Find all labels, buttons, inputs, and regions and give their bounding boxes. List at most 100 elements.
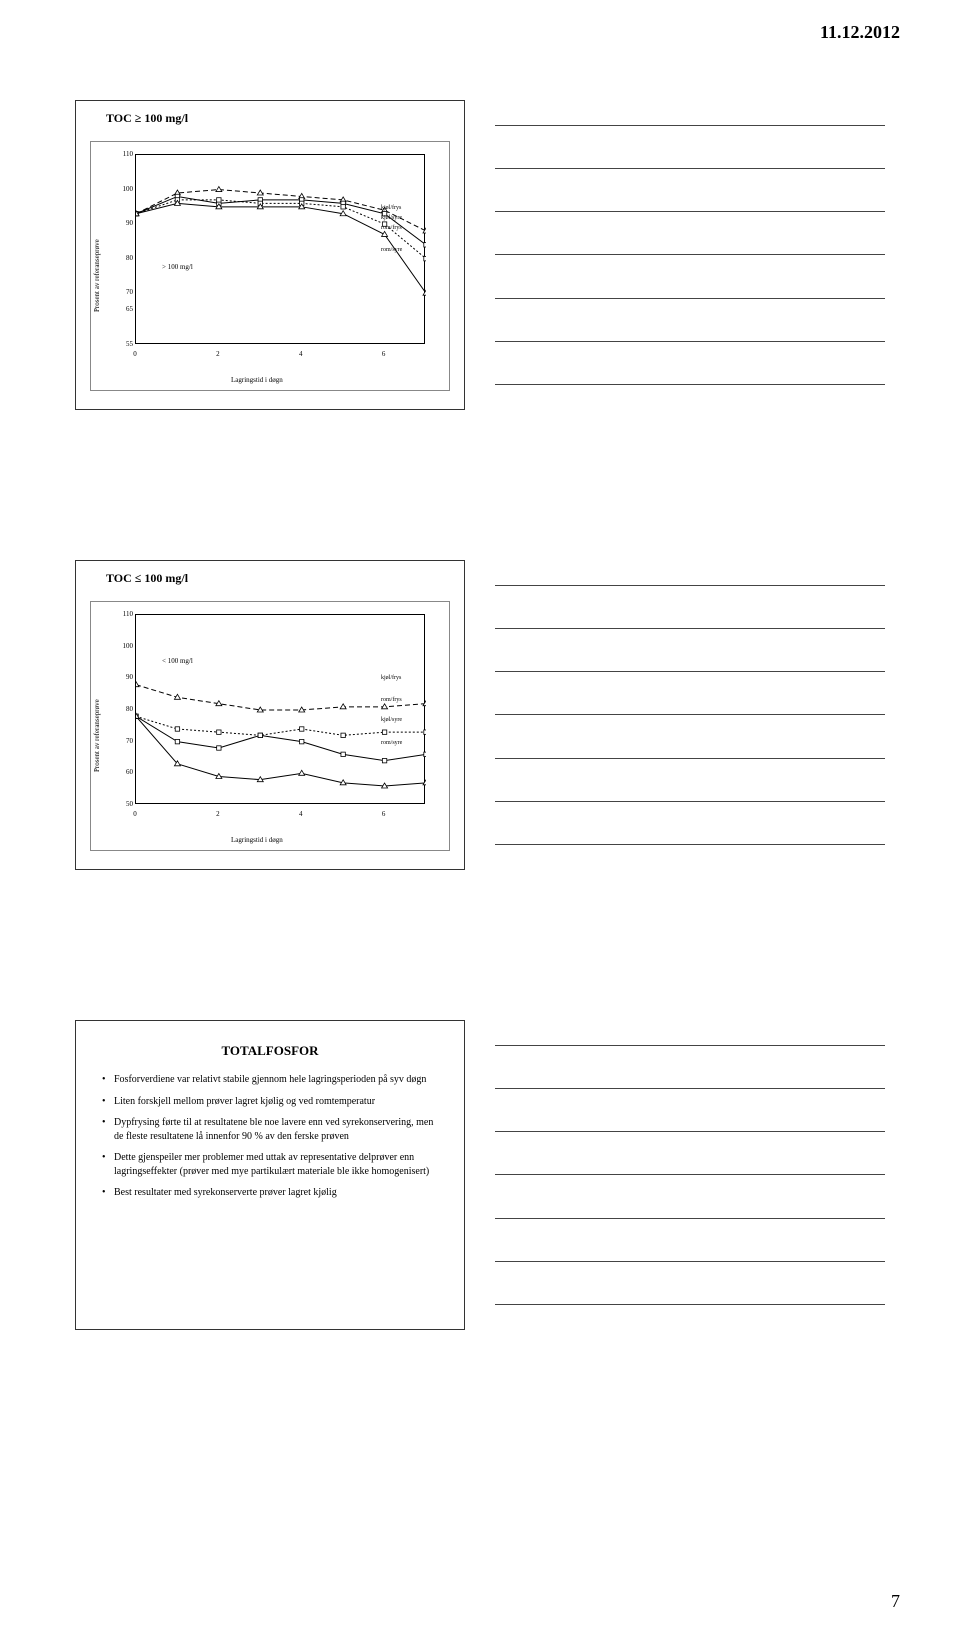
x-tick-label: 6 — [379, 350, 389, 358]
bullet-item: Fosforverdiene var relativt stabile gjen… — [102, 1073, 438, 1087]
slide-3-title: TOTALFOSFOR — [94, 1043, 446, 1059]
note-line — [495, 801, 885, 802]
note-line — [495, 628, 885, 629]
x-tick-label: 4 — [296, 350, 306, 358]
note-line — [495, 298, 885, 299]
y-tick-label: 110 — [115, 610, 133, 618]
chart-2-inset: < 100 mg/l — [162, 657, 193, 665]
note-line — [495, 844, 885, 845]
note-line — [495, 341, 885, 342]
series-label: kjøl/frys — [381, 675, 401, 681]
notes-2 — [495, 560, 885, 870]
series-marker — [341, 733, 345, 737]
series-label: kjøl/syre — [381, 717, 402, 723]
series-marker — [340, 704, 346, 709]
slide-2: TOC ≤ 100 mg/l Prosent av referanseprøve… — [75, 560, 465, 870]
series-marker — [217, 746, 221, 750]
y-tick-label: 80 — [115, 254, 133, 262]
y-tick-label: 65 — [115, 305, 133, 313]
series-label: rom/syre — [381, 247, 402, 253]
note-line — [495, 125, 885, 126]
series-marker — [424, 256, 426, 260]
series-marker — [216, 187, 222, 192]
series-marker — [382, 704, 388, 709]
note-line — [495, 1304, 885, 1305]
slide-3-bullets: Fosforverdiene var relativt stabile gjen… — [94, 1073, 446, 1200]
series-marker — [424, 730, 426, 734]
note-line — [495, 758, 885, 759]
y-tick-label: 70 — [115, 737, 133, 745]
series-marker — [175, 739, 179, 743]
row-3: TOTALFOSFOR Fosforverdiene var relativt … — [75, 1020, 885, 1330]
series-label: rom/frys — [381, 697, 402, 703]
chart-1-xaxis-label: Lagringstid i døgn — [231, 376, 283, 384]
slide-2-title: TOC ≤ 100 mg/l — [106, 571, 188, 586]
slide-1-title: TOC ≥ 100 mg/l — [106, 111, 188, 126]
series-marker — [423, 228, 426, 233]
note-line — [495, 671, 885, 672]
y-tick-label: 55 — [115, 340, 133, 348]
note-line — [495, 714, 885, 715]
y-tick-label: 100 — [115, 642, 133, 650]
note-line — [495, 254, 885, 255]
slide-3: TOTALFOSFOR Fosforverdiene var relativt … — [75, 1020, 465, 1330]
series-marker — [136, 682, 139, 687]
series-marker — [299, 770, 305, 775]
y-tick-label: 70 — [115, 288, 133, 296]
y-tick-label: 90 — [115, 673, 133, 681]
note-line — [495, 211, 885, 212]
y-tick-label: 60 — [115, 768, 133, 776]
series-marker — [341, 205, 345, 209]
row-2: TOC ≤ 100 mg/l Prosent av referanseprøve… — [75, 560, 885, 870]
series-label: rom/syre — [381, 740, 402, 746]
chart-1-yaxis-label: Prosent av referanseprøve — [93, 239, 101, 312]
note-line — [495, 585, 885, 586]
note-line — [495, 1174, 885, 1175]
x-tick-label: 0 — [130, 350, 140, 358]
note-line — [495, 384, 885, 385]
x-tick-label: 4 — [296, 810, 306, 818]
series-marker — [300, 739, 304, 743]
y-tick-label: 50 — [115, 800, 133, 808]
series-label: kjøl/syre — [381, 215, 402, 221]
bullet-item: Dette gjenspeiler mer problemer med utta… — [102, 1151, 438, 1178]
note-line — [495, 1045, 885, 1046]
series-marker — [424, 243, 426, 247]
y-tick-label: 80 — [115, 705, 133, 713]
series-marker — [175, 727, 179, 731]
series-marker — [257, 190, 263, 195]
series-marker — [258, 733, 262, 737]
chart-2-xaxis-label: Lagringstid i døgn — [231, 836, 283, 844]
y-tick-label: 90 — [115, 219, 133, 227]
y-tick-label: 100 — [115, 185, 133, 193]
x-tick-label: 2 — [213, 350, 223, 358]
series-marker — [423, 701, 426, 706]
note-line — [495, 1218, 885, 1219]
row-1: TOC ≥ 100 mg/l Prosent av referanseprøve… — [75, 100, 885, 410]
series-marker — [382, 758, 386, 762]
note-line — [495, 1088, 885, 1089]
note-line — [495, 1131, 885, 1132]
x-tick-label: 6 — [379, 810, 389, 818]
bullet-item: Dypfrysing førte til at resultatene ble … — [102, 1116, 438, 1143]
chart-2-yaxis-label: Prosent av referanseprøve — [93, 699, 101, 772]
chart-1: Prosent av referanseprøve Lagringstid i … — [90, 141, 450, 391]
series-marker — [424, 752, 426, 756]
bullet-item: Best resultater med syrekonserverte prøv… — [102, 1186, 438, 1200]
series-marker — [300, 727, 304, 731]
series-marker — [423, 780, 426, 785]
series-marker — [217, 198, 221, 202]
page-number: 7 — [891, 1591, 900, 1612]
notes-3 — [495, 1020, 885, 1330]
chart-2-svg — [136, 615, 426, 805]
x-tick-label: 2 — [213, 810, 223, 818]
series-marker — [217, 730, 221, 734]
chart-1-inset: > 100 mg/l — [162, 263, 193, 271]
chart-1-plot: > 100 mg/l kjøl/fryskjøl/syrerom/frysrom… — [135, 154, 425, 344]
series-label: kjøl/frys — [381, 205, 401, 211]
x-tick-label: 0 — [130, 810, 140, 818]
y-tick-label: 110 — [115, 150, 133, 158]
slide-1: TOC ≥ 100 mg/l Prosent av referanseprøve… — [75, 100, 465, 410]
header-date: 11.12.2012 — [820, 22, 900, 43]
note-line — [495, 168, 885, 169]
